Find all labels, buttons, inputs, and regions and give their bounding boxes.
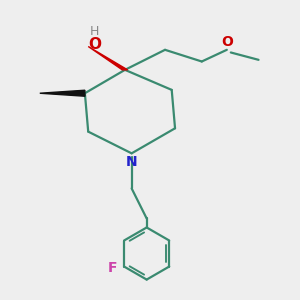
- Text: O: O: [88, 37, 101, 52]
- Text: F: F: [108, 261, 117, 275]
- Text: N: N: [126, 155, 137, 169]
- Text: O: O: [221, 35, 233, 50]
- Polygon shape: [40, 90, 85, 96]
- Polygon shape: [88, 46, 128, 70]
- Text: H: H: [90, 25, 100, 38]
